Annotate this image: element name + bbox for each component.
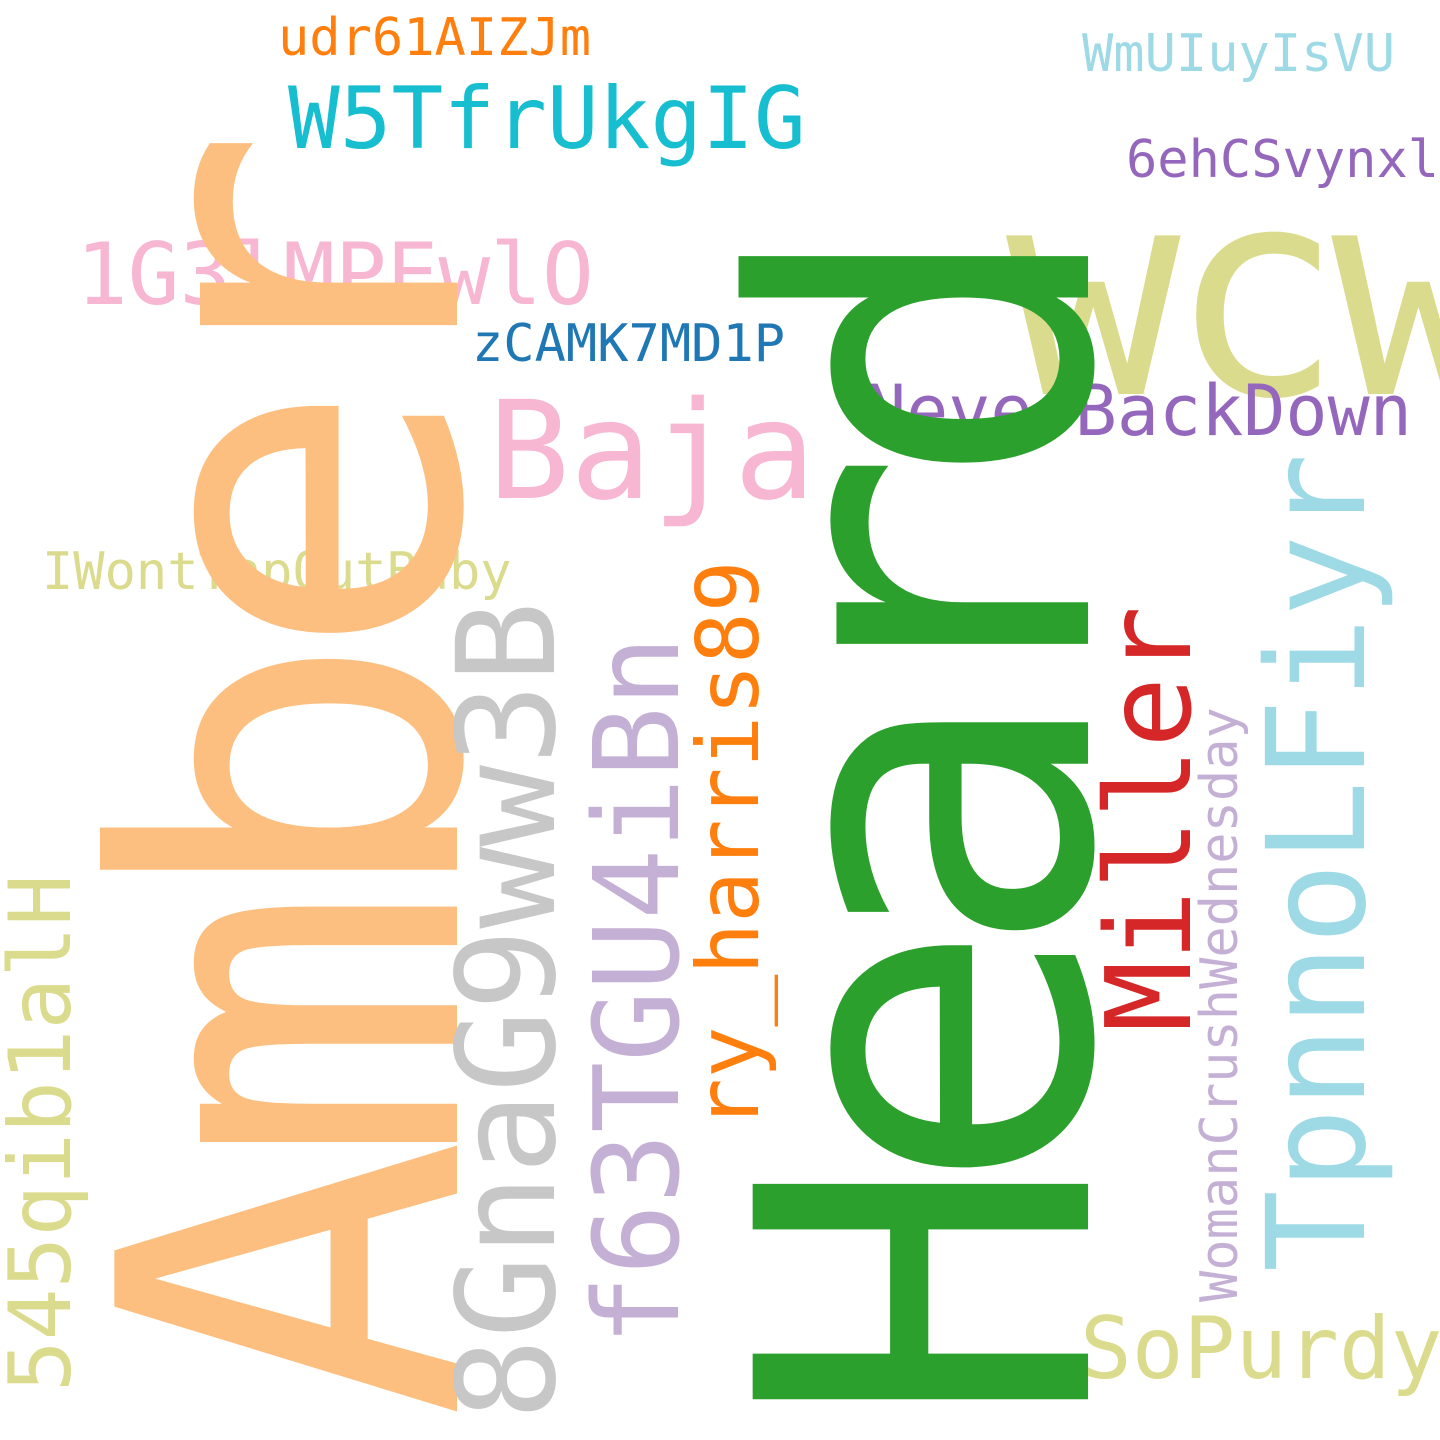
word-6ehcsvynxl: 6ehCSvynxl — [1126, 130, 1440, 190]
word-ry-harris89: ry_harris89 — [679, 560, 779, 1130]
word-tpnnolfiyr: TpnnoLFiyr — [1239, 453, 1397, 1272]
word-wcw: wcw — [1006, 126, 1440, 463]
word-iwonttapoutbaby: IWontTapOutBaby — [42, 542, 512, 602]
word-wmuiuyisvu: WmUIuyIsVU — [1082, 24, 1396, 84]
word-zcamk7md1p: zCAMK7MD1P — [472, 314, 786, 374]
word-8gnag9ww3b: 8GnaG9ww3B — [429, 601, 587, 1420]
word-sopurdy: SoPurdy — [1080, 1299, 1440, 1399]
word-neverbackdown: NeverBackDown — [864, 370, 1412, 452]
word-w5tfrukgig: W5TfrUkgIG — [288, 69, 806, 169]
word-baja: Baja — [488, 373, 816, 531]
word-1g3lmpewlo: 1G3lMPEwlO — [76, 225, 594, 325]
word-545qib1alh: 545qib1alH — [0, 874, 91, 1392]
word-udr61aizjm: udr61AIZJm — [278, 8, 592, 68]
